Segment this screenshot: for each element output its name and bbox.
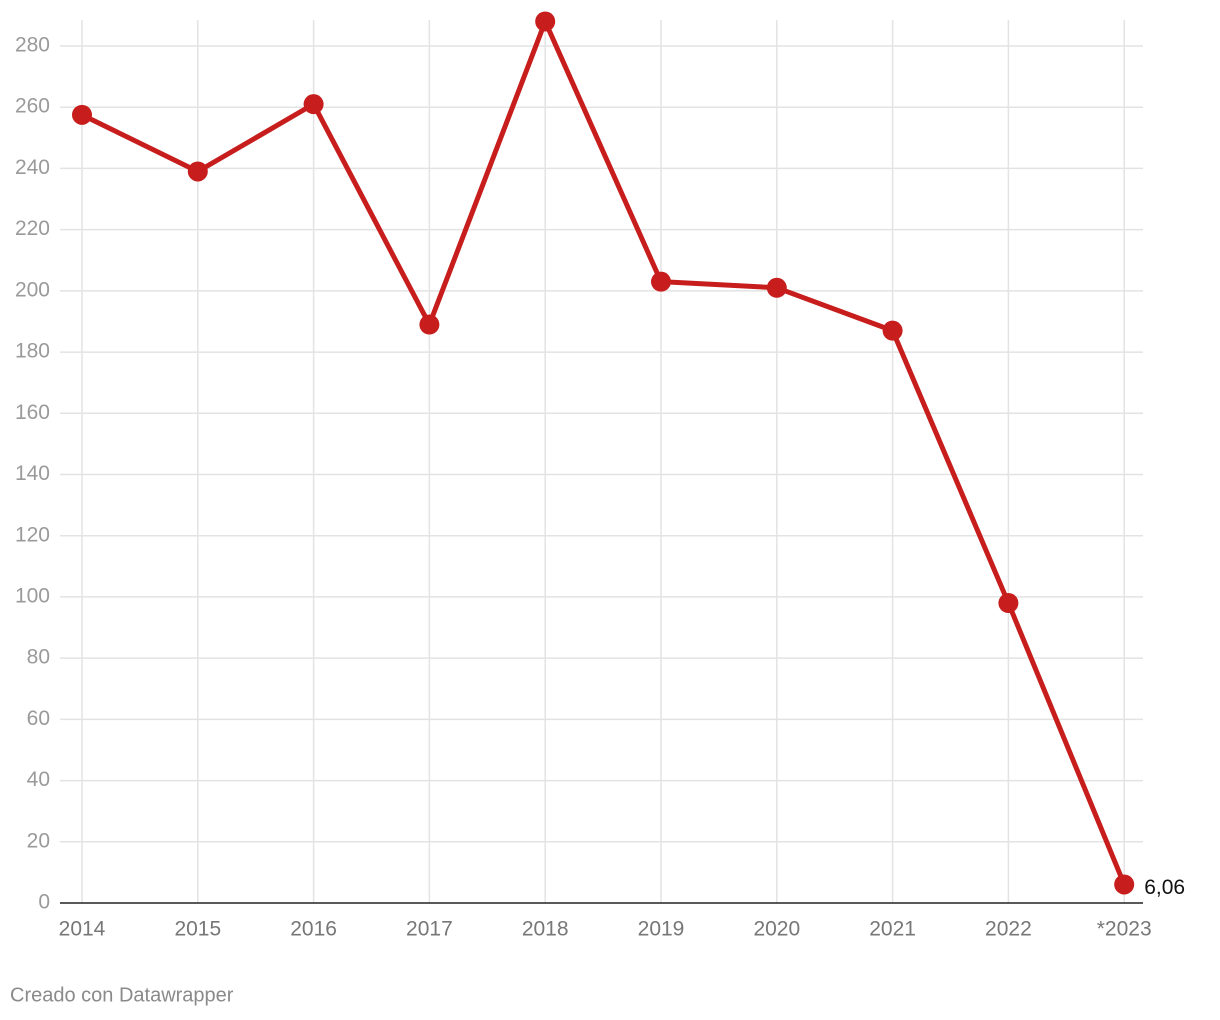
- point: [651, 271, 671, 292]
- x-tick-label: 2017: [406, 918, 453, 941]
- point: [419, 314, 440, 335]
- y-tick-label: 180: [15, 340, 50, 363]
- point: [187, 161, 208, 182]
- y-tick-label: 20: [27, 829, 50, 852]
- y-tick-label: 260: [15, 95, 50, 118]
- y-tick-label: 200: [15, 278, 50, 301]
- y-tick-label: 120: [15, 523, 50, 546]
- x-tick-label: 2018: [522, 918, 569, 941]
- y-tick-label: 160: [15, 401, 50, 424]
- point: [72, 104, 92, 125]
- x-tick-label: 2016: [290, 918, 337, 941]
- point: [535, 11, 556, 32]
- x-tick-label: 2021: [869, 918, 916, 941]
- y-tick-label: 220: [15, 217, 50, 240]
- x-tick-label: 2022: [985, 918, 1032, 941]
- x-tick-label: 2015: [174, 918, 221, 941]
- footer: Creado con Datawrapper: [10, 984, 234, 1006]
- point: [998, 593, 1019, 614]
- y-tick-label: 60: [27, 707, 50, 730]
- y-tick-label: 240: [15, 156, 50, 179]
- x-tick-label: 2019: [638, 918, 685, 941]
- y-tick-label: 140: [15, 462, 50, 485]
- y-tick-label: 80: [27, 646, 50, 669]
- point: [766, 277, 787, 298]
- x-tick-label: 2014: [59, 918, 106, 941]
- x-tick-label: *2023: [1097, 918, 1152, 941]
- point: [1114, 874, 1135, 895]
- y-tick-label: 40: [27, 768, 50, 791]
- point: [303, 94, 324, 115]
- value-label: 6,06: [1144, 876, 1185, 899]
- line: [80, 19, 1127, 886]
- y-tick-label: 100: [15, 584, 50, 607]
- x-tick-label: 2020: [753, 918, 800, 941]
- y-tick-label: 280: [15, 34, 50, 57]
- point: [882, 320, 903, 341]
- y-tick-label: 0: [38, 891, 50, 914]
